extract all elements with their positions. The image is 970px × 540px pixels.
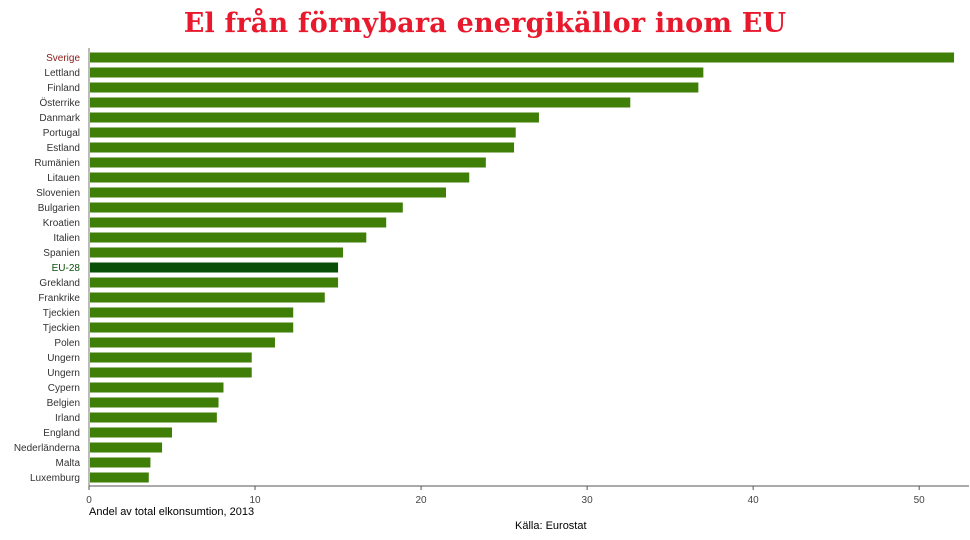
category-label-15: EU-28 <box>52 263 81 274</box>
bar-3 <box>90 82 699 93</box>
category-label-27: Nederländerna <box>14 443 81 454</box>
category-label-4: Österrike <box>39 97 80 109</box>
bar-1 <box>90 52 955 63</box>
category-label-28: Malta <box>56 458 81 469</box>
bar-2 <box>90 67 704 78</box>
bar-27 <box>90 442 163 453</box>
bar-12 <box>90 217 387 228</box>
bar-19 <box>90 322 294 333</box>
category-label-17: Frankrike <box>38 293 80 304</box>
bar-6 <box>90 127 516 138</box>
category-label-7: Estland <box>47 143 80 154</box>
x-tick-label-4: 30 <box>582 495 594 506</box>
bar-23 <box>90 382 224 393</box>
x-tick-label-2: 10 <box>249 495 261 506</box>
category-label-11: Bulgarien <box>38 203 80 214</box>
category-label-21: Ungern <box>47 353 80 364</box>
bar-4 <box>90 97 631 108</box>
category-label-20: Polen <box>54 338 80 349</box>
category-label-5: Danmark <box>39 113 81 124</box>
bar-9 <box>90 172 470 183</box>
bar-29 <box>90 472 149 483</box>
x-tick-label-1: 0 <box>86 495 92 506</box>
bar-28 <box>90 457 151 468</box>
bar-20 <box>90 337 275 348</box>
bar-22 <box>90 367 252 378</box>
category-label-2: Lettland <box>44 68 80 79</box>
bar-25 <box>90 412 217 423</box>
bar-5 <box>90 112 539 123</box>
x-tick-label-3: 20 <box>416 495 428 506</box>
bar-16 <box>90 277 339 288</box>
bar-7 <box>90 142 515 153</box>
category-label-19: Tjeckien <box>43 323 80 334</box>
bar-24 <box>90 397 219 408</box>
category-label-24: Belgien <box>47 398 80 409</box>
x-tick-label-6: 50 <box>914 495 926 506</box>
category-label-6: Portugal <box>43 128 80 139</box>
category-label-23: Cypern <box>48 383 80 394</box>
bar-15 <box>90 262 339 273</box>
bar-13 <box>90 232 367 243</box>
category-label-29: Luxemburg <box>30 473 80 484</box>
category-label-12: Kroatien <box>43 218 80 229</box>
bar-26 <box>90 427 173 438</box>
category-label-25: Irland <box>55 413 80 424</box>
category-label-9: Litauen <box>47 173 80 184</box>
category-label-22: Ungern <box>47 368 80 379</box>
bar-18 <box>90 307 294 318</box>
bar-14 <box>90 247 344 258</box>
bar-11 <box>90 202 403 213</box>
chart-title: El från förnybara energikällor inom EU <box>183 8 787 39</box>
x-axis-label: Andel av total elkonsumtion, 2013 <box>89 506 255 518</box>
source-note: Källa: Eurostat <box>515 520 587 532</box>
category-label-14: Spanien <box>43 248 80 259</box>
bar-8 <box>90 157 486 168</box>
category-label-26: England <box>43 428 80 439</box>
x-tick-label-5: 40 <box>748 495 760 506</box>
bar-17 <box>90 292 325 303</box>
bar-10 <box>90 187 446 198</box>
category-label-10: Slovenien <box>36 188 80 199</box>
category-label-18: Tjeckien <box>43 308 80 319</box>
category-label-13: Italien <box>53 233 80 244</box>
category-label-3: Finland <box>47 83 80 94</box>
category-label-16: Grekland <box>39 278 80 289</box>
category-label-1: Sverige <box>46 53 80 64</box>
bar-21 <box>90 352 252 363</box>
category-label-8: Rumänien <box>34 158 80 169</box>
